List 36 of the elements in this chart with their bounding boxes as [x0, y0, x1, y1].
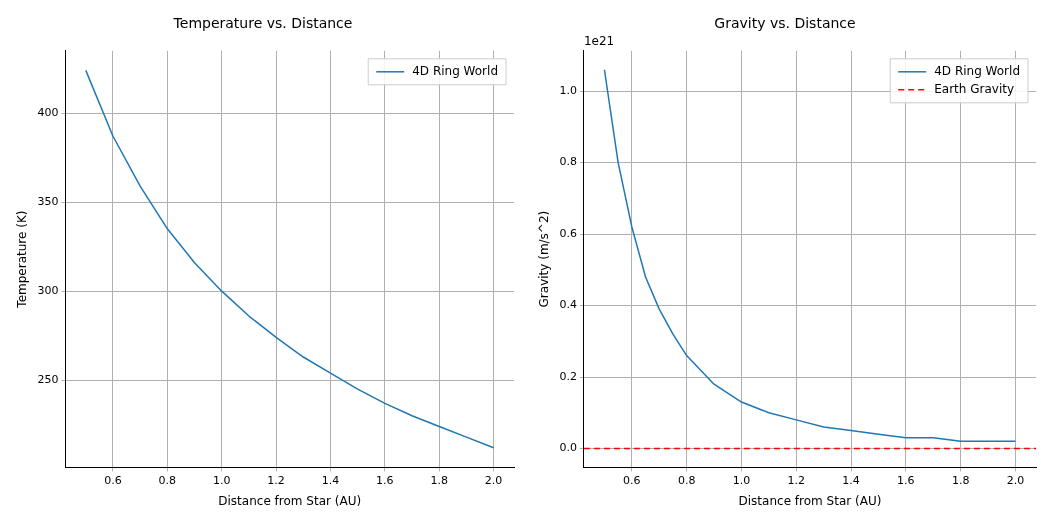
x-tick-label: 1.0: [732, 473, 751, 487]
x-tick-label: 1.0: [212, 473, 231, 487]
x-tick-label: 1.4: [842, 473, 860, 487]
x-tick-label: 2.0: [1006, 473, 1025, 487]
y-tick-label: 1.0: [559, 84, 577, 98]
x-tick-label: 1.2: [787, 473, 805, 487]
legend-label: Earth Gravity: [934, 81, 1015, 96]
x-tick-label: 1.8: [951, 473, 970, 487]
x-tick-label: 0.6: [623, 473, 641, 487]
y-tick-label: 300: [37, 284, 59, 298]
x-tick-label: 2.0: [484, 473, 503, 487]
y-tick-label: 0.2: [559, 369, 577, 383]
x-tick-label: 1.6: [376, 473, 394, 487]
x-axis-title: Distance from Star (AU): [218, 493, 362, 508]
x-tick-label: 1.8: [430, 473, 448, 487]
x-tick-label: 1.6: [897, 473, 915, 487]
text: 1e21: [583, 33, 615, 48]
chart-title: Gravity vs. Distance: [714, 15, 856, 32]
y-tick-label: 0.0: [559, 441, 577, 455]
y-tick-label: 250: [37, 373, 59, 387]
x-axis-title: Distance from Star (AU): [738, 493, 882, 508]
legend-label: 4D Ring World: [412, 63, 499, 78]
y-axis-title: Gravity (m/s^2): [537, 210, 552, 308]
x-tick-label: 0.8: [158, 473, 177, 487]
chart-title: Temperature vs. Distance: [172, 15, 353, 32]
x-tick-label: 1.2: [267, 473, 285, 487]
y-tick-label: 400: [37, 105, 59, 119]
y-tick-label: 0.4: [559, 298, 577, 312]
legend-label: 4D Ring World: [934, 63, 1021, 78]
y-tick-label: 0.8: [559, 155, 577, 169]
y-tick-label: 350: [37, 194, 59, 208]
y-axis-title: Temperature (K): [15, 210, 30, 309]
y-tick-label: 0.6: [559, 226, 577, 240]
x-tick-label: 0.8: [677, 473, 696, 487]
x-tick-label: 1.4: [321, 473, 340, 487]
x-tick-label: 0.6: [104, 473, 122, 487]
